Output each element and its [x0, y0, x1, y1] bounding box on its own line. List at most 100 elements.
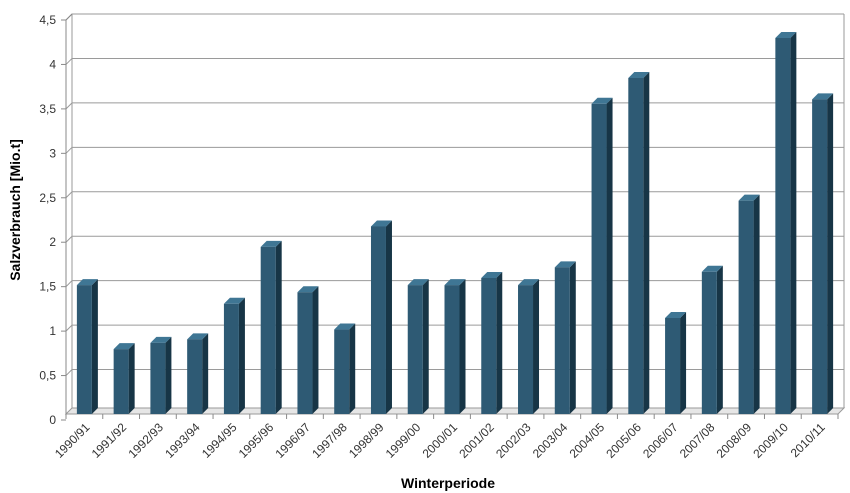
x-tick-label: 1997/98 — [309, 420, 350, 461]
bar-top — [76, 279, 98, 286]
x-tick-label: 1992/93 — [125, 420, 166, 461]
bar-top — [113, 343, 135, 350]
bar-side — [202, 333, 209, 414]
bar-top — [370, 220, 392, 227]
bar-side — [459, 279, 466, 414]
bar-front — [591, 103, 607, 415]
bar-front — [481, 278, 497, 414]
bar — [407, 279, 429, 414]
x-tick-labels: 1990/911991/921992/931993/941994/951995/… — [52, 420, 828, 461]
bar-top — [187, 333, 209, 340]
x-tick-label: 1991/92 — [89, 420, 130, 461]
y-tick-label: 4,5 — [39, 13, 56, 27]
x-tick-label: 2005/06 — [603, 420, 644, 461]
bar-top — [150, 336, 172, 343]
bar — [591, 97, 613, 415]
bar — [738, 194, 760, 414]
x-tick-label: 2007/08 — [677, 420, 718, 461]
bar — [628, 72, 650, 414]
bar-top — [812, 93, 834, 100]
y-tick-label: 3,5 — [39, 102, 56, 116]
bar-front — [223, 303, 239, 414]
x-tick-label: 1996/97 — [272, 420, 313, 461]
y-axis-top-edge — [65, 13, 73, 21]
y-tick-label: 1 — [49, 324, 56, 338]
bar-front — [260, 246, 276, 414]
bar — [481, 272, 503, 414]
bar-side — [753, 194, 760, 414]
bar-front — [407, 285, 423, 414]
gridline — [65, 102, 844, 110]
x-tick-label: 1995/96 — [236, 420, 277, 461]
bar-side — [91, 279, 98, 414]
bar-front — [297, 292, 313, 414]
bar-front — [775, 38, 791, 414]
bar-side — [680, 312, 687, 414]
y-tick-label: 3 — [49, 146, 56, 160]
bar-front — [370, 226, 386, 414]
bar-front — [113, 349, 129, 414]
y-tick-labels: 0 0,5 1 1,5 2 2,5 3 3,5 4 4,5 — [39, 13, 56, 427]
y-tick-label: 1,5 — [39, 280, 56, 294]
bar-front — [150, 342, 166, 414]
bar-side — [165, 336, 172, 414]
gridline — [65, 191, 844, 199]
bar-front — [76, 285, 92, 414]
bar — [260, 240, 282, 414]
y-tick-label: 2,5 — [39, 191, 56, 205]
bar-side — [606, 97, 613, 415]
bar-side — [716, 265, 723, 414]
gridline — [65, 235, 844, 243]
x-axis-title: Winterperiode — [401, 475, 495, 491]
bar-top — [775, 32, 797, 38]
gridline — [65, 13, 844, 21]
bar-top — [665, 312, 687, 318]
bar-front — [334, 329, 350, 414]
x-tick-label: 2004/05 — [567, 420, 608, 461]
bar-top — [591, 97, 613, 104]
bar-front — [628, 78, 644, 414]
bar — [812, 93, 834, 414]
bar — [223, 297, 245, 414]
bar-top — [407, 279, 429, 286]
x-tick-label: 2000/01 — [420, 420, 461, 461]
gridline — [65, 57, 844, 65]
bar-front — [812, 99, 828, 414]
x-tick-label: 2010/11 — [788, 420, 828, 460]
bar-side — [238, 297, 245, 414]
bar-side — [533, 279, 540, 414]
bar-top — [444, 279, 466, 286]
bar-side — [312, 286, 319, 414]
bar-front — [701, 271, 717, 414]
bar-top — [518, 279, 540, 286]
bar-front — [738, 200, 754, 414]
bar-top — [297, 286, 319, 293]
bar — [518, 279, 540, 414]
bar — [554, 261, 576, 414]
y-tick-label: 4 — [49, 57, 56, 71]
y-axis-title: Salzverbrauch [Mio.t] — [7, 139, 23, 281]
gridline — [65, 146, 844, 154]
bar — [665, 312, 687, 414]
bar-front — [665, 318, 681, 414]
bar-side — [569, 261, 576, 414]
bar — [370, 220, 392, 414]
x-tick-label: 1994/95 — [199, 420, 240, 461]
x-tick-label: 1990/91 — [52, 420, 93, 461]
bar-top — [481, 272, 503, 278]
x-tick-label: 2006/07 — [640, 420, 681, 461]
bar — [701, 265, 723, 414]
x-tick-label: 2002/03 — [493, 420, 534, 461]
bar-side — [422, 279, 429, 414]
bar-side — [496, 272, 503, 414]
bar-side — [790, 32, 797, 414]
bar-top — [701, 265, 723, 272]
bar-side — [827, 93, 834, 414]
bar-front — [187, 339, 203, 414]
bar-front — [444, 285, 460, 414]
bar — [775, 32, 797, 414]
bar — [334, 323, 356, 414]
bars — [76, 32, 834, 415]
